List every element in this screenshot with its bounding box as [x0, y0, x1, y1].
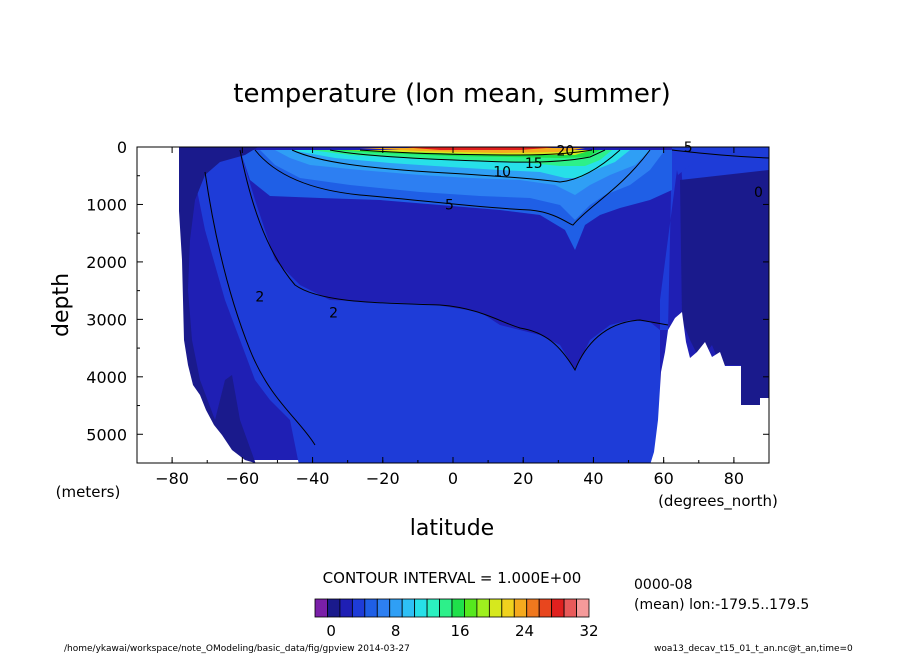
band-antarctic-cold	[178, 147, 258, 463]
contour-label: 2	[329, 305, 338, 321]
colorbar-swatch	[339, 598, 353, 618]
colorbar-swatch	[389, 598, 403, 618]
x-tick-label: 80	[724, 469, 744, 488]
contour-line-10	[291, 149, 621, 183]
footer-path: /home/ykawai/workspace/note_OModeling/ba…	[64, 644, 410, 654]
contour-label: 5	[445, 197, 454, 213]
contour-line-1	[204, 171, 316, 446]
colorbar-label: 32	[579, 622, 598, 640]
contour-label: 20	[556, 143, 574, 159]
contour-lines	[204, 149, 769, 446]
x-tick-label: 60	[653, 469, 673, 488]
contour-interval-text: CONTOUR INTERVAL = 1.000E+00	[323, 569, 582, 587]
colorbar-swatch	[464, 598, 478, 618]
band-arctic	[672, 147, 769, 175]
mean-range-annotation: (mean) lon:-179.5..179.5	[634, 597, 809, 613]
colorbar-swatch	[314, 598, 328, 618]
time-annotation: 0000-08	[634, 577, 693, 593]
colorbar-swatch	[538, 598, 553, 618]
contour-field	[137, 147, 769, 463]
y-tick-label: 0	[117, 138, 127, 157]
x-tick-label: 0	[448, 469, 458, 488]
x-tick-label: −60	[225, 469, 259, 488]
x-tick-label: 40	[583, 469, 603, 488]
contour-line-15	[329, 149, 606, 163]
contour-label: 2	[255, 289, 264, 305]
x-tick-label: −40	[296, 469, 330, 488]
y-tick-label: 2000	[86, 253, 127, 272]
contour-label: 15	[525, 156, 543, 172]
y-tick-label: 5000	[86, 425, 127, 444]
y-tick-label: 1000	[86, 195, 127, 214]
contour-line-arctic	[671, 149, 769, 159]
colorbar-label: 0	[326, 622, 336, 640]
colorbar-swatch	[426, 598, 440, 618]
contour-line-20	[359, 149, 593, 156]
x-tick-label: −20	[366, 469, 400, 488]
colorbar-swatch	[513, 598, 528, 618]
x-unit-label: (degrees_north)	[658, 492, 778, 511]
colorbar-swatch	[451, 598, 465, 618]
y-unit-label: (meters)	[56, 483, 121, 501]
colorbar-swatch	[327, 598, 341, 618]
y-axis: 0 1000 2000 3000 4000 5000	[86, 138, 769, 444]
colorbar: 0 8 16 24 32	[314, 598, 599, 640]
x-axis-title: latitude	[410, 516, 494, 541]
land-mask	[137, 147, 256, 463]
band-28-plus	[400, 147, 560, 150]
chart-title: temperature (lon mean, summer)	[233, 79, 670, 109]
y-tick-label: 4000	[86, 368, 127, 387]
colorbar-swatch	[476, 598, 490, 618]
contour-label: 5	[684, 140, 693, 156]
colorbar-swatch	[576, 598, 590, 618]
x-tick-label: 20	[513, 469, 533, 488]
y-tick-label: 3000	[86, 310, 127, 329]
colorbar-label: 16	[451, 622, 470, 640]
contour-label: 10	[493, 165, 511, 181]
colorbar-swatch	[414, 598, 428, 618]
contour-line-2	[239, 149, 669, 372]
x-tick-label: −80	[155, 469, 189, 488]
colorbar-swatch	[376, 598, 391, 618]
footer-file: woa13_decav_t15_01_t_an.nc@t_an,time=0	[654, 644, 853, 654]
colorbar-swatch	[439, 598, 453, 618]
colorbar-swatch	[351, 598, 366, 618]
colorbar-swatch	[526, 598, 540, 618]
contour-label: 0	[754, 185, 763, 201]
colorbar-swatch	[488, 598, 503, 618]
colorbar-swatch	[563, 598, 577, 618]
colorbar-swatch	[551, 598, 565, 618]
colorbar-label: 24	[515, 622, 534, 640]
colorbar-label: 8	[391, 622, 401, 640]
y-axis-title: depth	[49, 273, 74, 337]
colorbar-swatch	[401, 598, 416, 618]
contour-line-5	[254, 149, 651, 226]
land-mask-north	[650, 312, 769, 463]
band-2-to-3	[190, 147, 769, 463]
colorbar-swatch	[364, 598, 378, 618]
colorbar-swatch	[501, 598, 515, 618]
x-axis: −80 −60 −40 −20 0 20 40 60 80	[136, 147, 770, 488]
